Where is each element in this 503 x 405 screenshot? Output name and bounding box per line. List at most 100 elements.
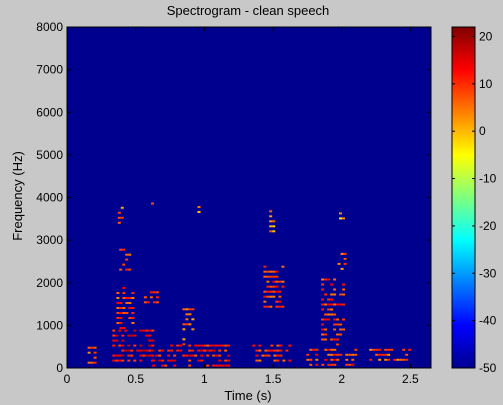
spectrogram-cell: [218, 349, 222, 352]
spectrogram-cell: [405, 358, 409, 361]
spectrogram-cell: [131, 312, 135, 314]
spectrogram-cell: [212, 354, 216, 357]
spectrogram-cell: [281, 280, 285, 283]
x-tick-label: 1: [201, 372, 208, 386]
x-tick-label: 2: [338, 372, 345, 386]
spectrogram-cell: [115, 334, 119, 337]
spectrogram-cell: [339, 217, 342, 220]
spectrogram-cell: [188, 323, 192, 326]
spectrogram-cell: [337, 262, 341, 265]
spectrogram-cell: [321, 278, 325, 281]
spectrogram-cell: [266, 285, 270, 288]
spectrogram-cell: [131, 292, 135, 294]
spectrogram-cell: [282, 359, 286, 362]
spectrogram-cell: [263, 270, 267, 273]
spectrogram-cell: [194, 354, 198, 357]
spectrogram-cell: [155, 291, 159, 294]
spectrogram-cell: [133, 334, 137, 337]
spectrogram-cell: [188, 344, 192, 347]
spectrogram-cell: [336, 338, 340, 341]
colorbar-tick-label: -50: [479, 361, 497, 375]
spectrogram-cell: [125, 253, 129, 256]
colorbar-tick-label: -30: [479, 266, 497, 280]
spectrogram-cell: [116, 297, 120, 299]
spectrogram-cell: [158, 354, 162, 357]
spectrogram-cell: [285, 349, 289, 352]
spectrogram-cell: [182, 323, 186, 326]
spectrogram-cell: [121, 344, 125, 347]
spectrogram-cell: [339, 303, 343, 306]
spectrogram-cell: [122, 327, 126, 329]
spectrogram-cell: [128, 302, 132, 304]
spectrogram-cell: [218, 354, 222, 357]
spectrogram-cell: [330, 308, 334, 311]
spectrogram-cell: [185, 323, 189, 326]
spectrogram-cell: [93, 356, 97, 359]
spectrogram-cell: [402, 348, 406, 351]
spectrogram-cell: [149, 296, 153, 299]
colorbar-ticks: -50 -40 -30 -20 -10 0 10 20: [452, 29, 497, 375]
spectrogram-cell: [148, 349, 152, 352]
spectrogram-cell: [227, 364, 231, 367]
spectrogram-cell: [378, 353, 382, 356]
spectrogram-cell: [375, 353, 379, 356]
spectrogram-cell: [155, 296, 159, 299]
spectrogram-cell: [127, 349, 131, 352]
spectrogram-cell: [321, 298, 325, 301]
spectrogram-cell: [263, 275, 267, 278]
spectrogram-cell: [272, 220, 276, 223]
spectrogram-cell: [330, 358, 334, 361]
spectrogram-cell: [333, 363, 337, 366]
colorbar-tick-label: 20: [479, 29, 493, 43]
spectrogram-cell: [215, 364, 219, 367]
spectrogram-cell: [148, 344, 152, 347]
spectrogram-cell: [327, 348, 331, 351]
spectrogram-cell: [151, 354, 155, 357]
spectrogram-cell: [143, 296, 147, 299]
spectrogram-cell: [112, 329, 116, 332]
y-tick-label: 0: [56, 361, 63, 375]
spectrogram-cell: [348, 363, 352, 366]
spectrogram-cell: [182, 343, 186, 346]
spectrogram-cell: [315, 348, 319, 351]
spectrogram-cell: [155, 354, 159, 357]
spectrogram-cell: [275, 305, 279, 308]
y-axis-label: Frequency (Hz): [10, 151, 25, 241]
energy-marks: [87, 202, 412, 367]
spectrogram-cell: [112, 354, 116, 357]
spectrogram-cell: [122, 287, 126, 289]
spectrogram-cell: [264, 354, 268, 357]
spectrogram-cell: [324, 333, 328, 336]
spectrogram-cell: [275, 290, 279, 293]
spectrogram-cell: [384, 353, 388, 356]
spectrogram-cell: [152, 364, 156, 367]
x-tick-label: 1.5: [265, 372, 282, 386]
spectrogram-cell: [127, 354, 131, 357]
spectrogram-cell: [112, 334, 116, 337]
spectrogram-cell: [221, 364, 225, 367]
spectrogram-cell: [115, 359, 119, 362]
x-axis-label: Time (s): [224, 388, 271, 403]
spectrogram-cell: [125, 268, 129, 271]
spectrogram-cell: [387, 348, 391, 351]
spectrogram-cell: [188, 313, 192, 316]
spectrogram-cell: [333, 318, 337, 321]
spectrogram-cell: [212, 344, 216, 347]
energy-region: [119, 248, 132, 271]
spectrogram-cell: [224, 364, 228, 367]
spectrogram-cell: [182, 328, 186, 331]
spectrogram-cell: [272, 230, 276, 233]
spectrogram-cell: [339, 293, 343, 296]
spectrogram-cell: [139, 354, 143, 357]
spectrogram-cell: [158, 359, 162, 362]
spectrogram-cell: [272, 290, 276, 293]
spectrogram-cell: [278, 305, 282, 308]
spectrogram-cell: [272, 280, 276, 283]
spectrogram-cell: [278, 280, 282, 283]
spectrogram-cell: [354, 353, 358, 356]
spectrogram-cell: [176, 344, 180, 347]
spectrogram-cell: [191, 328, 195, 331]
spectrogram-cell: [324, 303, 328, 306]
spectrogram-cell: [224, 359, 228, 362]
